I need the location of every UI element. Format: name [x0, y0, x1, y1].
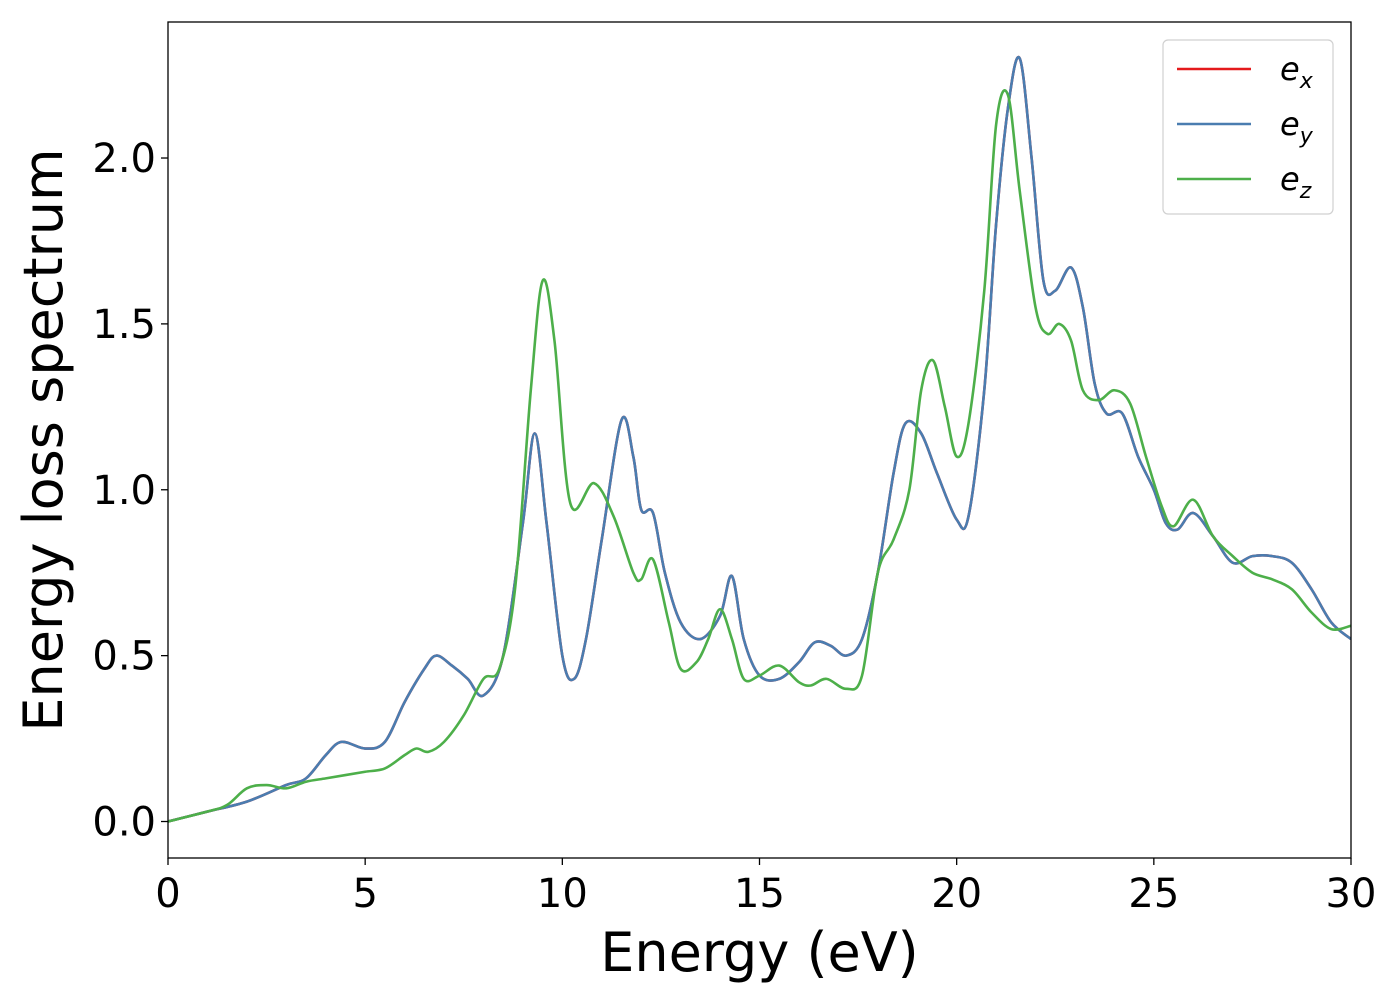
series-line-ey — [168, 55, 1351, 823]
legend-label-ez: ez — [1280, 160, 1312, 204]
legend-label-base: e — [1280, 105, 1300, 143]
x-tick-label: 20 — [931, 871, 982, 917]
x-tick-label: 25 — [1128, 871, 1179, 917]
legend-label-subscript: y — [1299, 124, 1314, 149]
legend-label-base: e — [1280, 50, 1300, 88]
x-tick-label: 15 — [734, 871, 785, 917]
x-tick-label: 10 — [537, 871, 588, 917]
x-tick-label: 0 — [155, 871, 180, 917]
x-tick-label: 30 — [1326, 871, 1377, 917]
legend-box — [1162, 39, 1334, 215]
y-tick-label: 1.0 — [92, 468, 156, 514]
y-tick-label: 0.5 — [92, 634, 156, 680]
y-tick-label: 0.0 — [92, 800, 156, 846]
y-axis-title: Energy loss spectrum — [12, 148, 75, 731]
legend-label-ey: ey — [1280, 105, 1314, 149]
x-axis-title: Energy (eV) — [600, 921, 919, 984]
series-line-ez — [168, 89, 1351, 823]
legend-label-subscript: z — [1299, 179, 1312, 204]
legend-label-ex: ex — [1280, 50, 1314, 94]
ticks-layer: 0 5 10 15 20 25 30 0.0 0.5 1.0 1.5 2.0 — [92, 136, 1376, 917]
series-layer — [168, 55, 1351, 823]
x-tick-label: 5 — [352, 871, 377, 917]
y-tick-label: 2.0 — [92, 136, 156, 182]
legend-label-base: e — [1280, 160, 1300, 198]
legend-label-subscript: x — [1299, 69, 1314, 94]
y-tick-label: 1.5 — [92, 302, 156, 348]
plot-frame — [167, 21, 1352, 859]
